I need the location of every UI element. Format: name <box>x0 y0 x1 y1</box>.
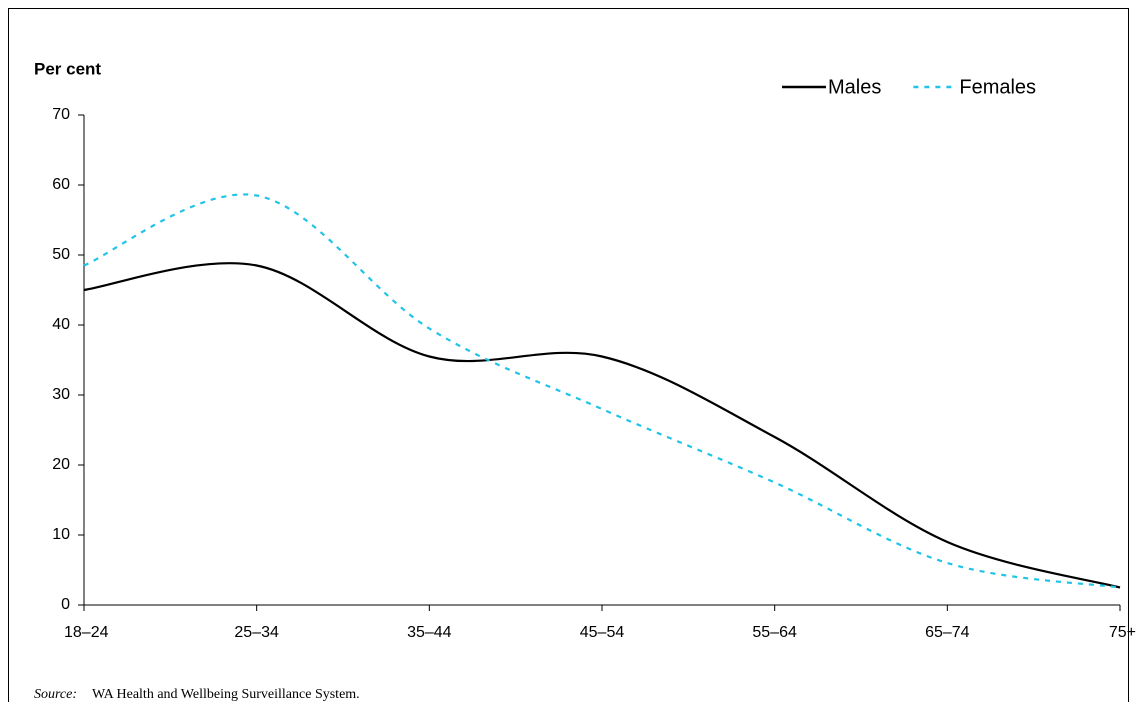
y-tick-label: 30 <box>52 386 70 403</box>
y-tick-label: 70 <box>52 106 70 123</box>
y-axis-label: Per cent <box>34 59 101 78</box>
y-tick-label: 40 <box>52 316 70 333</box>
chart-frame <box>8 8 1129 702</box>
x-tick-label: 55–64 <box>752 624 797 641</box>
y-tick-label: 20 <box>52 456 70 473</box>
legend-label: Males <box>828 76 881 98</box>
x-tick-label: 45–54 <box>580 624 625 641</box>
x-tick-label: 25–34 <box>234 624 279 641</box>
line-series <box>83 193 1121 589</box>
line-series <box>83 262 1121 589</box>
x-tick-label: 18–24 <box>64 624 109 641</box>
y-tick-label: 0 <box>61 596 70 613</box>
source-label: Source: <box>34 687 77 702</box>
x-tick-label: 65–74 <box>925 624 970 641</box>
y-tick-label: 50 <box>52 246 70 263</box>
y-tick-label: 60 <box>52 176 70 193</box>
y-tick-label: 10 <box>52 526 70 543</box>
legend-label: Females <box>959 76 1036 98</box>
source-text: WA Health and Wellbeing Surveillance Sys… <box>92 687 360 702</box>
x-tick-label: 35–44 <box>407 624 452 641</box>
x-tick-label: 75+ <box>1109 624 1136 641</box>
